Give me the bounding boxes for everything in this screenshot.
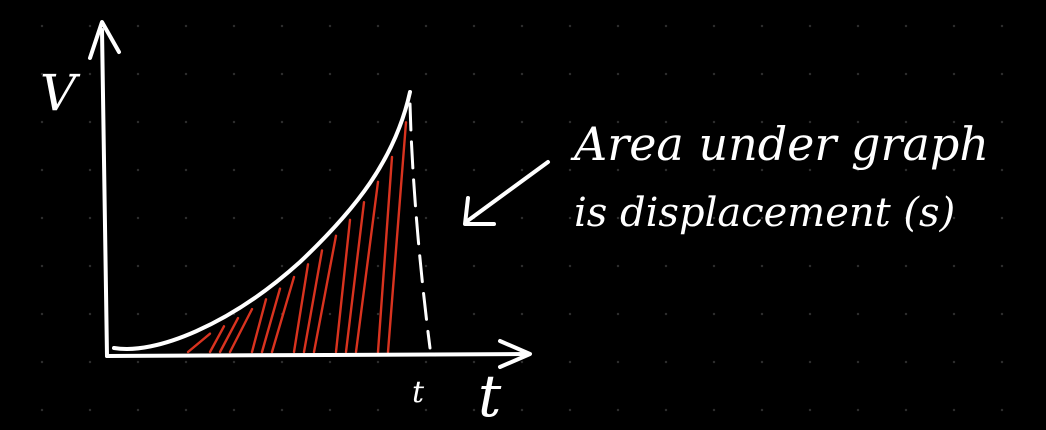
x-axis (105, 352, 530, 358)
hatch-stroke (376, 155, 394, 354)
hatch-stroke (302, 249, 324, 354)
area-hatching (186, 121, 408, 354)
hatch-stroke (186, 332, 212, 354)
hatch-stroke (386, 121, 408, 354)
annotation-arrow (464, 160, 550, 224)
hatch-stroke (208, 325, 226, 354)
hatch-stroke (354, 180, 380, 354)
hatch-stroke (334, 218, 352, 354)
time-marker-dashed-line (408, 102, 432, 350)
x-axis-arrowhead (498, 339, 532, 369)
annotation-arrowhead (463, 196, 496, 226)
y-axis (100, 28, 109, 358)
hatch-stroke (260, 287, 282, 354)
y-axis-label: V (40, 64, 81, 122)
hatch-stroke (218, 316, 240, 354)
hatch-stroke (228, 307, 254, 354)
hatch-stroke (292, 263, 310, 354)
time-tick-label: t (412, 375, 425, 410)
annotation-line-2: is displacement (s) (574, 190, 955, 236)
hatch-stroke (250, 298, 268, 354)
hatch-stroke (312, 234, 338, 354)
annotation-line-1: Area under graph (570, 117, 989, 171)
hatch-stroke (344, 201, 366, 354)
hatch-stroke (270, 275, 296, 354)
velocity-curve (112, 90, 412, 351)
x-axis-label: t (478, 362, 502, 430)
y-axis-arrowhead (88, 20, 121, 60)
